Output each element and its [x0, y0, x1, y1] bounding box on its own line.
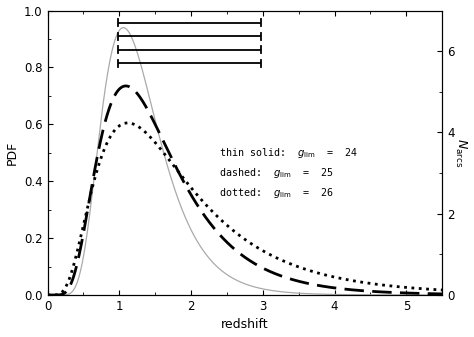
X-axis label: redshift: redshift — [221, 318, 269, 332]
Y-axis label: $N_{\rm arcs}$: $N_{\rm arcs}$ — [453, 138, 468, 167]
Y-axis label: PDF: PDF — [6, 141, 18, 165]
Text: thin solid:  $g_{\rm lim}$  =  24
dashed:  $g_{\rm lim}$  =  25
dotted:  $g_{\rm: thin solid: $g_{\rm lim}$ = 24 dashed: $… — [219, 146, 358, 200]
